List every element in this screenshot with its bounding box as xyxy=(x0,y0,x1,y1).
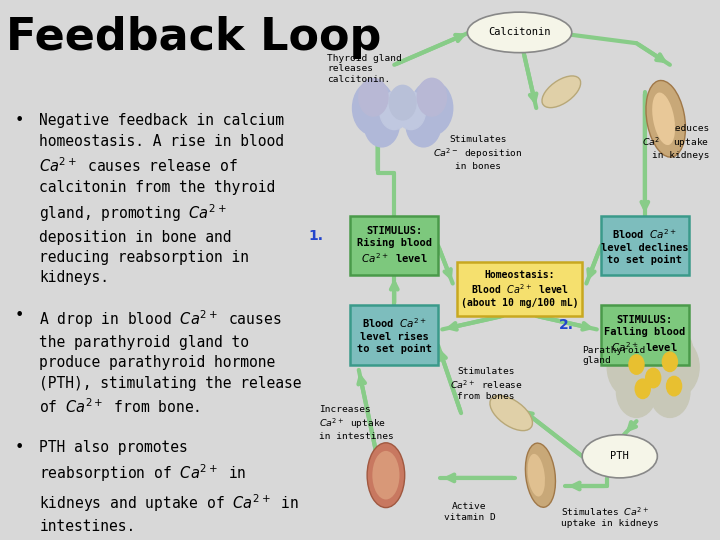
Text: A drop in blood $Ca^{2+}$ causes
the parathyroid gland to
produce parathyroid ho: A drop in blood $Ca^{2+}$ causes the par… xyxy=(40,308,302,416)
Circle shape xyxy=(616,366,657,417)
Ellipse shape xyxy=(646,80,685,157)
Text: Active
vitamin D: Active vitamin D xyxy=(444,502,495,522)
Text: Blood $Ca^{2+}$
level rises
to set point: Blood $Ca^{2+}$ level rises to set point xyxy=(357,316,432,354)
Text: Parathyroid
gland: Parathyroid gland xyxy=(582,346,645,365)
Text: 2.: 2. xyxy=(559,319,575,333)
Text: PTH also promotes
reabsorption of $Ca^{2+}$ in
kidneys and uptake of $Ca^{2+}$ i: PTH also promotes reabsorption of $Ca^{2… xyxy=(40,440,300,534)
Text: Stimulates $Ca^{2+}$
uptake in kidneys: Stimulates $Ca^{2+}$ uptake in kidneys xyxy=(562,505,659,528)
FancyBboxPatch shape xyxy=(457,262,582,316)
FancyBboxPatch shape xyxy=(351,216,438,275)
Text: Blood $Ca^{2+}$
level declines
to set point: Blood $Ca^{2+}$ level declines to set po… xyxy=(601,227,688,265)
Circle shape xyxy=(650,366,690,417)
Ellipse shape xyxy=(528,454,545,497)
Circle shape xyxy=(390,85,416,120)
Circle shape xyxy=(662,352,678,372)
Text: •: • xyxy=(15,308,24,323)
Text: Stimulates
$Ca^{2-}$ deposition
in bones: Stimulates $Ca^{2-}$ deposition in bones xyxy=(433,135,523,171)
Text: •: • xyxy=(15,440,24,455)
Ellipse shape xyxy=(542,76,580,107)
Circle shape xyxy=(396,92,426,130)
Text: Negative feedback in calcium
homeostasis. A rise in blood
$Ca^{2+}$ causes relea: Negative feedback in calcium homeostasis… xyxy=(40,113,284,285)
Text: Increases
$Ca^{2+}$ uptake
in intestines: Increases $Ca^{2+}$ uptake in intestines xyxy=(319,405,394,441)
Text: Stimulates
$Ca^{2+}$ release
from bones: Stimulates $Ca^{2+}$ release from bones xyxy=(450,367,523,401)
Ellipse shape xyxy=(467,12,572,53)
Circle shape xyxy=(364,102,400,147)
Ellipse shape xyxy=(526,443,555,507)
FancyBboxPatch shape xyxy=(601,216,688,275)
Circle shape xyxy=(353,81,395,135)
Circle shape xyxy=(418,78,446,116)
Text: 1.: 1. xyxy=(309,230,324,244)
Ellipse shape xyxy=(490,396,533,430)
Ellipse shape xyxy=(652,92,675,145)
Circle shape xyxy=(607,338,653,397)
Circle shape xyxy=(359,78,388,116)
Circle shape xyxy=(613,329,647,373)
Ellipse shape xyxy=(367,443,405,508)
Circle shape xyxy=(379,92,409,130)
Circle shape xyxy=(635,379,650,399)
Circle shape xyxy=(634,335,672,383)
Circle shape xyxy=(629,355,644,374)
Text: Homeostasis:
Blood $Ca^{2+}$ level
(about 10 mg/100 mL): Homeostasis: Blood $Ca^{2+}$ level (abou… xyxy=(461,269,578,308)
Circle shape xyxy=(667,376,682,396)
Text: Feedback Loop: Feedback Loop xyxy=(6,16,382,59)
Text: STIMULUS:
Falling blood
$Ca^{2+}$ level: STIMULUS: Falling blood $Ca^{2+}$ level xyxy=(604,315,685,354)
Text: Reduces
$Ca^{2+}$ uptake
in kidneys: Reduces $Ca^{2+}$ uptake in kidneys xyxy=(642,124,709,160)
Text: PTH: PTH xyxy=(611,451,629,461)
FancyBboxPatch shape xyxy=(601,305,688,364)
FancyBboxPatch shape xyxy=(351,305,438,364)
Text: Calcitonin: Calcitonin xyxy=(488,28,551,37)
Circle shape xyxy=(411,81,453,135)
Circle shape xyxy=(660,329,693,373)
Circle shape xyxy=(406,102,441,147)
Text: Thyroid gland
releases
calcitonin.: Thyroid gland releases calcitonin. xyxy=(328,54,402,84)
Text: STIMULUS:
Rising blood
$Ca^{2+}$ level: STIMULUS: Rising blood $Ca^{2+}$ level xyxy=(357,226,432,265)
Ellipse shape xyxy=(372,451,400,500)
Ellipse shape xyxy=(582,435,657,478)
Circle shape xyxy=(653,338,699,397)
Text: •: • xyxy=(15,113,24,129)
Circle shape xyxy=(646,368,661,388)
